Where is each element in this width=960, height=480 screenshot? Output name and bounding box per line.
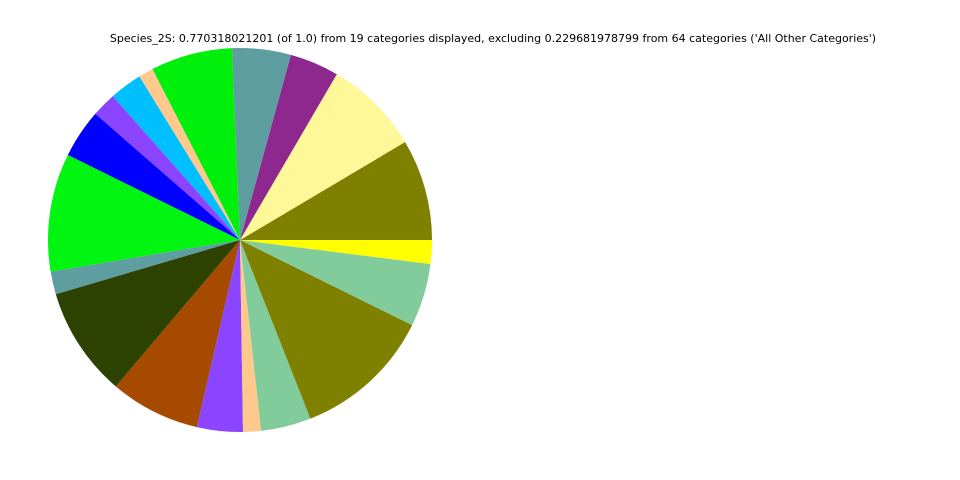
pie-slice xyxy=(240,74,406,240)
pie-slice xyxy=(115,240,240,428)
pie-slice xyxy=(240,240,431,326)
pie-slice xyxy=(55,240,240,387)
pie-slice xyxy=(231,48,291,240)
pie-slice xyxy=(112,76,240,240)
pie-slice xyxy=(95,96,241,241)
pie-slice xyxy=(152,48,240,240)
pie-slice xyxy=(196,240,244,432)
pie-slice xyxy=(240,240,413,419)
pie-slice xyxy=(240,240,262,432)
pie-slice xyxy=(50,240,241,295)
pie-slice xyxy=(240,141,432,240)
pie-slice xyxy=(47,154,240,272)
pie-slice xyxy=(67,113,240,240)
pie-slice xyxy=(240,240,311,431)
pie-slice xyxy=(240,54,337,240)
chart-title: Species_2S: 0.770318021201 (of 1.0) from… xyxy=(110,32,876,45)
pie-slice xyxy=(240,240,432,265)
pie-slice xyxy=(139,69,240,240)
